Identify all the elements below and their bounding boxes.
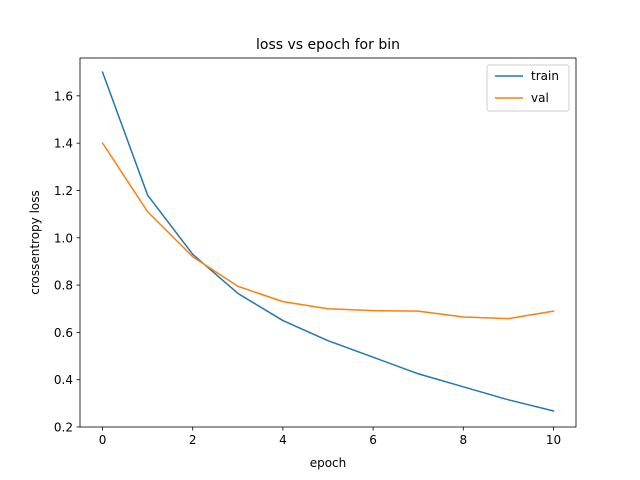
x-axis-label: epoch [310,456,347,470]
legend-train-label: train [531,69,559,83]
y-tick-label: 1.2 [54,184,73,198]
x-axis-ticks: 0 2 4 6 8 10 [99,427,561,447]
y-tick-label: 1.4 [54,137,73,151]
y-tick-label: 1.6 [54,89,73,103]
legend: train val [486,64,570,112]
legend-val-label: val [531,91,549,105]
series-lines [101,71,555,412]
y-axis-ticks: 0.2 0.4 0.6 0.8 1.0 1.2 1.4 1.6 [54,89,80,435]
y-tick-label: 0.6 [54,326,73,340]
x-tick-label: 8 [459,433,467,447]
x-tick-label: 4 [279,433,287,447]
y-tick-label: 0.8 [54,279,73,293]
series-line-train [101,71,555,412]
y-axis-label: crossentropy loss [28,190,42,295]
y-tick-label: 0.2 [54,421,73,435]
y-tick-label: 0.4 [54,373,73,387]
y-tick-label: 1.0 [54,231,73,245]
series-line-val [101,142,555,320]
x-tick-label: 6 [369,433,377,447]
plot-area-frame [79,57,577,428]
chart-title: loss vs epoch for bin [256,37,400,53]
x-tick-label: 2 [189,433,197,447]
x-tick-label: 10 [546,433,561,447]
x-tick-label: 0 [99,433,107,447]
